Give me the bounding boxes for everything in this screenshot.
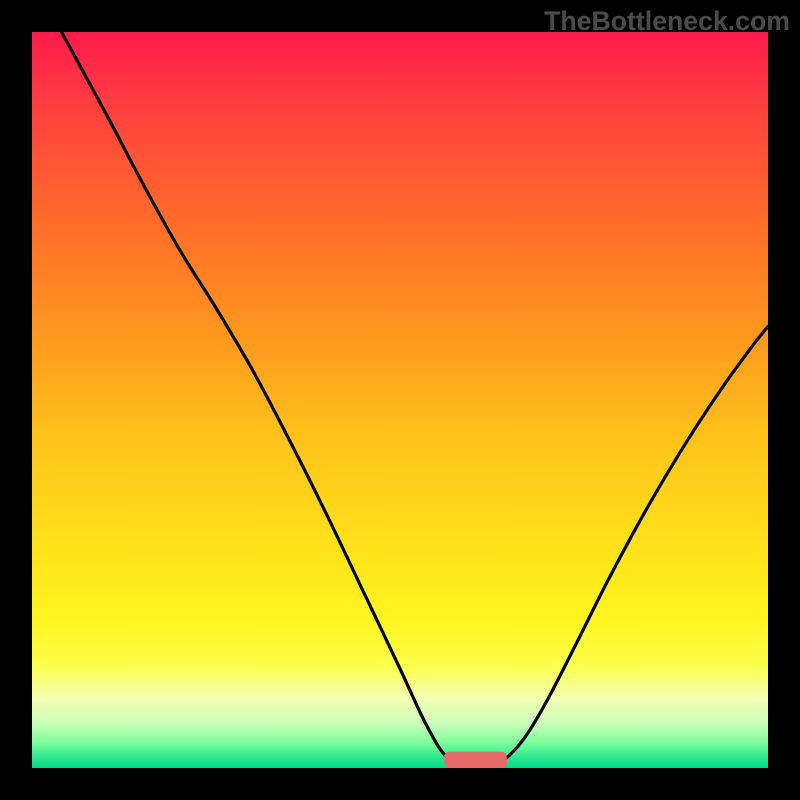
bottleneck-chart	[0, 0, 800, 800]
optimal-range-marker	[444, 752, 507, 768]
chart-background-gradient	[32, 32, 768, 768]
chart-stage: TheBottleneck.com	[0, 0, 800, 800]
